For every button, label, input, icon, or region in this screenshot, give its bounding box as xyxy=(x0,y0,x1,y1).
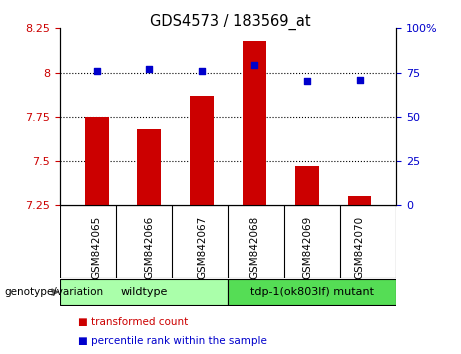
Bar xyxy=(137,129,161,205)
Point xyxy=(303,79,311,84)
Bar xyxy=(242,41,266,205)
Point xyxy=(251,63,258,68)
FancyBboxPatch shape xyxy=(228,279,396,305)
Point xyxy=(93,68,100,74)
Point xyxy=(198,68,206,74)
Text: GSM842066: GSM842066 xyxy=(144,216,154,279)
Text: tdp-1(ok803lf) mutant: tdp-1(ok803lf) mutant xyxy=(250,287,374,297)
Text: ■ transformed count: ■ transformed count xyxy=(78,317,189,327)
FancyBboxPatch shape xyxy=(60,279,228,305)
Bar xyxy=(85,117,109,205)
Point xyxy=(356,77,363,82)
Text: GSM842068: GSM842068 xyxy=(249,216,260,279)
Bar xyxy=(348,196,372,205)
Bar xyxy=(295,166,319,205)
Text: GSM842067: GSM842067 xyxy=(197,216,207,279)
Text: ■ percentile rank within the sample: ■ percentile rank within the sample xyxy=(78,336,267,346)
Text: GSM842065: GSM842065 xyxy=(92,216,102,279)
Text: GSM842070: GSM842070 xyxy=(355,216,365,279)
Bar xyxy=(190,96,214,205)
Text: GSM842069: GSM842069 xyxy=(302,216,312,279)
Text: genotype/variation: genotype/variation xyxy=(5,287,104,297)
Text: GDS4573 / 183569_at: GDS4573 / 183569_at xyxy=(150,14,311,30)
Text: wildtype: wildtype xyxy=(120,287,168,297)
Point xyxy=(146,66,153,72)
